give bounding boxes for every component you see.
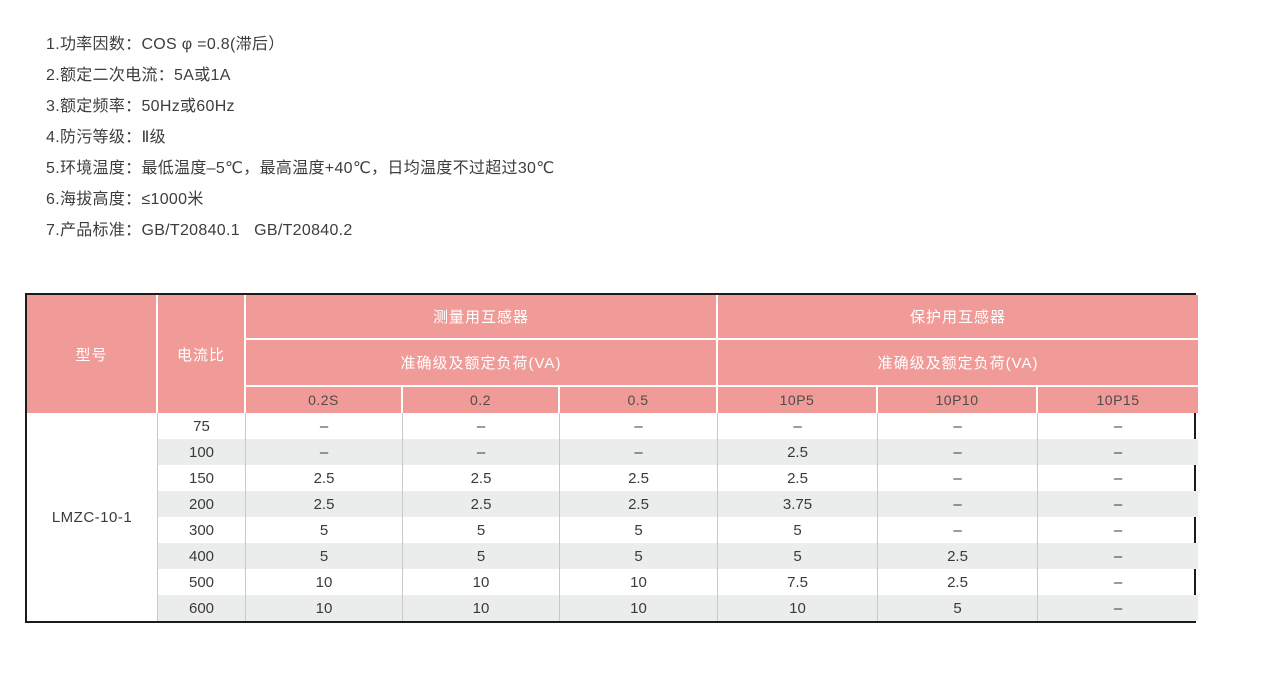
header-group-row: 型号 电流比 测量用互感器 保护用互感器	[27, 295, 1199, 413]
subtitle-protection: 准确级及额定负荷(VA)	[718, 340, 1199, 387]
ratio-cell: 100	[158, 439, 246, 465]
class-header-0.2: 0.2	[403, 387, 560, 413]
value-cell: 10	[403, 569, 560, 595]
group-header-protection: 保护用互感器	[718, 295, 1199, 340]
ratio-cell: 200	[158, 491, 246, 517]
ratio-cell: 75	[158, 413, 246, 439]
spec-table: 型号 电流比 测量用互感器 保护用互感器 准确级及额定负荷(VA) 准确级及额定…	[27, 295, 1199, 621]
header-subtitle-row: 准确级及额定负荷(VA) 准确级及额定负荷(VA)	[27, 340, 1199, 387]
value-cell: –	[718, 413, 878, 439]
spec-item: 7.产品标准：GB/T20840.1 GB/T20840.2	[46, 222, 353, 239]
value-cell: –	[246, 439, 403, 465]
table-row: 300 5 5 5 5– –	[27, 517, 1198, 543]
model-cell: LMZC-10-1	[27, 413, 158, 621]
value-cell: 5	[246, 543, 403, 569]
value-cell: 5	[718, 543, 878, 569]
spec-list: 1.功率因数：COS φ =0.8(滞后） 2.额定二次电流：5A或1A 3.额定频…	[46, 29, 555, 246]
spec-item: 1.功率因数：COS φ =0.8(滞后）	[46, 36, 285, 53]
value-cell: –	[878, 465, 1038, 491]
class-header-10P5: 10P5	[718, 387, 878, 413]
value-cell: –	[1113, 469, 1123, 487]
value-cell: 5	[246, 517, 403, 543]
value-cell: 2.5	[878, 543, 1038, 569]
value-cell: 5	[403, 543, 560, 569]
class-header-10P15: 10P15	[1038, 387, 1199, 413]
value-cell: –	[1113, 599, 1123, 617]
value-cell: –	[403, 413, 560, 439]
value-cell: –	[560, 439, 718, 465]
value-cell: –	[1113, 443, 1123, 461]
class-header-0.5: 0.5	[560, 387, 718, 413]
value-cell: 5	[560, 543, 718, 569]
class-header-0.2S: 0.2S	[246, 387, 403, 413]
value-cell: –	[403, 439, 560, 465]
ratio-cell: 400	[158, 543, 246, 569]
value-cell: 7.5	[718, 569, 878, 595]
table-row: 150 2.5 2.5 2.5 2.5– –	[27, 465, 1198, 491]
value-cell: –	[878, 517, 1038, 543]
value-cell: –	[1113, 417, 1123, 435]
group-header-measuring: 测量用互感器	[246, 295, 718, 340]
spec-item: 4.防污等级：Ⅱ级	[46, 129, 166, 146]
value-cell: 10	[718, 595, 878, 621]
table-row: 100– – –2.5– –	[27, 439, 1199, 465]
value-cell: 2.5	[246, 491, 403, 517]
value-cell: 2.5	[878, 569, 1038, 595]
value-cell: 10	[560, 595, 718, 621]
table-row: 500 10 10 10 7.5 2.5–	[27, 569, 1198, 595]
value-cell: –	[560, 413, 718, 439]
table-row: LMZC-10-1 75– – – – – –	[27, 413, 1198, 621]
value-cell: 3.75	[718, 491, 878, 517]
value-cell: 2.5	[560, 465, 718, 491]
ratio-cell: 150	[158, 465, 246, 491]
value-cell: –	[878, 413, 1038, 439]
header-class-row: 0.2S 0.2 0.5 10P5 10P10 10P15	[27, 387, 1199, 413]
value-cell: 5	[560, 517, 718, 543]
ratio-cell: 300	[158, 517, 246, 543]
value-cell: 2.5	[560, 491, 718, 517]
ratio-cell: 500	[158, 569, 246, 595]
value-cell: –	[1113, 573, 1123, 591]
value-cell: 5	[403, 517, 560, 543]
value-cell: –	[1113, 521, 1123, 539]
subtitle-measuring: 准确级及额定负荷(VA)	[246, 340, 718, 387]
value-cell: –	[878, 491, 1038, 517]
class-header-10P10: 10P10	[878, 387, 1038, 413]
value-cell: –	[1113, 547, 1123, 565]
spec-table-container: 型号 电流比 测量用互感器 保护用互感器 准确级及额定负荷(VA) 准确级及额定…	[25, 293, 1199, 623]
value-cell: 2.5	[246, 465, 403, 491]
value-cell: 10	[403, 595, 560, 621]
spec-item: 5.环境温度：最低温度–5℃，最高温度+40℃，日均温度不过超过30℃	[46, 160, 555, 177]
value-cell: 10	[560, 569, 718, 595]
table-row: 200 2.5 2.5 2.5 3.75– –	[27, 491, 1199, 517]
spec-item: 6.海拔高度：≤1000米	[46, 191, 204, 208]
value-cell: –	[246, 413, 403, 439]
value-cell: 2.5	[718, 439, 878, 465]
table-header: 型号 电流比 测量用互感器 保护用互感器 准确级及额定负荷(VA) 准确级及额定…	[27, 295, 1199, 413]
value-cell: 2.5	[403, 465, 560, 491]
value-cell: 2.5	[718, 465, 878, 491]
spec-item: 2.额定二次电流：5A或1A	[46, 67, 231, 84]
value-cell: 10	[246, 569, 403, 595]
value-cell: 5	[718, 517, 878, 543]
table-row: 400 5 5 5 5 2.5–	[27, 543, 1199, 569]
value-cell: 2.5	[403, 491, 560, 517]
table-row: 600 10 10 10 10 5–	[27, 595, 1199, 621]
value-cell: –	[1113, 495, 1123, 513]
spec-item: 3.额定频率：50Hz或60Hz	[46, 98, 235, 115]
col-header-ratio: 电流比	[158, 295, 246, 413]
table-body: LMZC-10-1 75– – – – – –100– – –2.5– –150 2.5 2.5 2.5…	[27, 413, 1199, 621]
ratio-cell: 600	[158, 595, 246, 621]
value-cell: –	[878, 439, 1038, 465]
col-header-model: 型号	[27, 295, 158, 413]
value-cell: 10	[246, 595, 403, 621]
value-cell: 5	[878, 595, 1038, 621]
